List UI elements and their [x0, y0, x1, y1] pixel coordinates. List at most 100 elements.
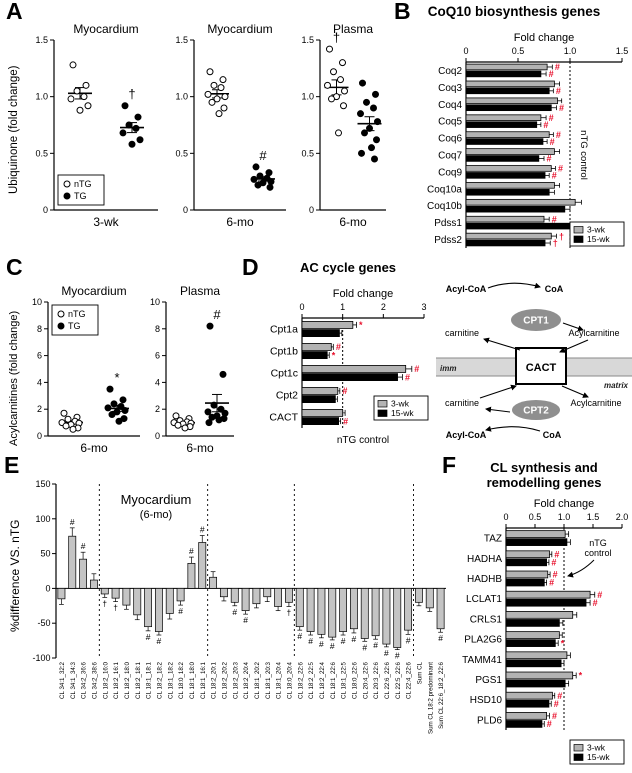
svg-text:nTG: nTG: [68, 309, 86, 319]
svg-text:CoA: CoA: [545, 284, 564, 294]
svg-text:#: #: [543, 120, 548, 130]
svg-text:CL 22:6_22:6: CL 22:6_22:6: [384, 661, 391, 698]
panel-label-c: C: [6, 254, 23, 280]
svg-text:†: †: [113, 603, 118, 613]
svg-text:*: *: [114, 370, 119, 385]
svg-text:#: #: [352, 634, 357, 644]
svg-text:CL 18:1_20:4: CL 18:1_20:4: [276, 661, 283, 698]
svg-text:#: #: [373, 640, 378, 650]
svg-text:CL 18:1_16:1: CL 18:1_16:1: [200, 661, 207, 698]
svg-text:3-wk: 3-wk: [391, 399, 410, 409]
svg-text:150: 150: [35, 479, 50, 489]
svg-text:*: *: [332, 350, 336, 360]
svg-text:CPT1: CPT1: [523, 316, 549, 327]
svg-text:#: #: [559, 103, 564, 113]
svg-text:4: 4: [37, 377, 42, 387]
svg-text:#: #: [547, 154, 552, 164]
svg-text:Fold change: Fold change: [534, 498, 595, 510]
svg-text:Coq10a: Coq10a: [427, 184, 462, 195]
svg-text:6-mo: 6-mo: [339, 215, 367, 229]
svg-text:1.0: 1.0: [35, 92, 48, 102]
svg-text:15-wk: 15-wk: [587, 752, 610, 762]
svg-text:*: *: [561, 638, 565, 648]
svg-text:#: #: [297, 631, 302, 641]
svg-text:*: *: [579, 671, 583, 681]
svg-text:Cpt1a: Cpt1a: [270, 324, 298, 336]
svg-text:Plasma: Plasma: [333, 22, 373, 36]
svg-text:Fold change: Fold change: [333, 288, 394, 300]
svg-text:#: #: [319, 639, 324, 649]
svg-text:#: #: [406, 635, 411, 645]
svg-text:†: †: [102, 598, 107, 608]
svg-text:†: †: [333, 30, 340, 45]
svg-text:CL 18:2_22:5: CL 18:2_22:5: [308, 661, 315, 698]
svg-text:1.0: 1.0: [558, 512, 571, 522]
svg-text:10: 10: [150, 297, 160, 307]
svg-text:#: #: [81, 541, 86, 551]
svg-text:0.5: 0.5: [175, 148, 188, 158]
svg-text:8: 8: [37, 324, 42, 334]
svg-text:#: #: [384, 648, 389, 658]
svg-text:CACT: CACT: [526, 362, 557, 374]
svg-text:-50: -50: [37, 618, 50, 628]
svg-text:#: #: [157, 636, 162, 646]
svg-text:3: 3: [421, 302, 426, 312]
svg-text:0: 0: [503, 512, 508, 522]
chart-ubiquinone-plasma-6mo: Plasma 0 0.5 1.0 1.5 6-mo †: [294, 20, 390, 232]
svg-text:CL 34:2_38:6: CL 34:2_38:6: [92, 661, 99, 698]
svg-text:CL 18:2_18:2: CL 18:2_18:2: [157, 661, 164, 698]
panel-label-a: A: [6, 0, 23, 24]
svg-text:Myocardium: Myocardium: [207, 22, 272, 36]
svg-text:0.5: 0.5: [35, 148, 48, 158]
svg-text:100: 100: [35, 514, 50, 524]
svg-text:HADHA: HADHA: [467, 554, 502, 565]
svg-text:#: #: [200, 525, 205, 535]
svg-text:#: #: [336, 342, 341, 352]
svg-text:*: *: [359, 320, 363, 330]
chart-ubiquinone-myocardium-6mo: Myocardium 0 0.5 1.0 1.5 6-mo #: [168, 20, 290, 232]
svg-text:#: #: [553, 570, 558, 580]
svg-text:†: †: [128, 87, 135, 102]
svg-text:Coq7: Coq7: [438, 151, 462, 162]
svg-text:Coq5: Coq5: [438, 117, 462, 128]
svg-text:CoA: CoA: [543, 430, 562, 440]
svg-text:Cpt1b: Cpt1b: [270, 346, 298, 358]
svg-text:Acylcarnitine: Acylcarnitine: [570, 398, 621, 408]
svg-text:HSD10: HSD10: [470, 695, 503, 706]
svg-text:#: #: [414, 364, 419, 374]
svg-text:#: #: [70, 517, 75, 527]
svg-text:CL 22:5_22:6: CL 22:5_22:6: [395, 661, 402, 698]
svg-text:CL 18:0_20:4: CL 18:0_20:4: [287, 661, 294, 698]
svg-text:#: #: [557, 691, 562, 701]
chart-ubiquinone-myocardium-3wk: Myocardium 0 0.5 1.0 1.5 3-wk † nTG TG: [28, 20, 162, 232]
panel-label-b: B: [394, 0, 411, 24]
svg-text:#: #: [213, 307, 221, 322]
svg-text:Acyl-CoA: Acyl-CoA: [446, 430, 487, 440]
svg-text:PLA2G6: PLA2G6: [464, 635, 502, 646]
svg-text:#: #: [330, 641, 335, 651]
svg-text:CL 18:1_18:1: CL 18:1_18:1: [146, 661, 153, 698]
svg-text:#: #: [342, 386, 347, 396]
svg-text:Coq3: Coq3: [438, 83, 462, 94]
svg-text:0: 0: [37, 431, 42, 441]
svg-text:6-mo: 6-mo: [226, 215, 254, 229]
svg-text:CL 20:3_22:6: CL 20:3_22:6: [373, 661, 380, 698]
svg-text:Myocardium: Myocardium: [73, 22, 138, 36]
svg-text:Coq4: Coq4: [438, 100, 462, 111]
panel-label-d: D: [242, 254, 259, 280]
panel-label-f: F: [442, 452, 457, 478]
svg-text:Acyl-CoA: Acyl-CoA: [446, 284, 487, 294]
chart-ac-cycle-genes: Fold change 0 1 2 3 Cpt1a * Cpt1b # * Cpt1c # # Cpt2 #…: [262, 284, 434, 446]
svg-text:#: #: [554, 699, 559, 709]
svg-text:50: 50: [40, 549, 50, 559]
svg-text:#: #: [552, 214, 557, 224]
svg-text:#: #: [343, 416, 348, 426]
svg-text:Coq10b: Coq10b: [427, 201, 462, 212]
svg-text:2: 2: [37, 404, 42, 414]
svg-text:6: 6: [155, 351, 160, 361]
svg-text:3-wk: 3-wk: [587, 225, 606, 235]
svg-text:#: #: [556, 130, 561, 140]
svg-text:#: #: [556, 86, 561, 96]
svg-text:CL 18:1_22:5: CL 18:1_22:5: [341, 661, 348, 698]
svg-text:TAZ: TAZ: [484, 534, 502, 545]
